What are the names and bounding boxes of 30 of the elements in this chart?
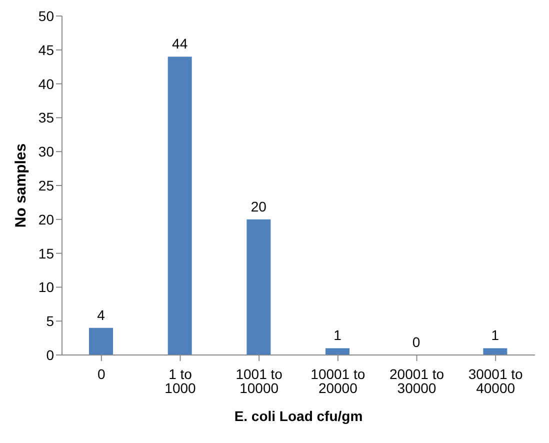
y-tick-label: 5 — [46, 313, 54, 330]
x-tick-label: 1001 to 10000 — [236, 366, 283, 396]
bar — [89, 328, 113, 355]
y-tick-label: 50 — [38, 8, 54, 24]
y-tick-label: 25 — [38, 177, 54, 194]
data-label: 4 — [97, 306, 106, 323]
y-tick-label: 45 — [38, 42, 54, 58]
y-tick-label: 20 — [38, 211, 54, 228]
bar — [246, 219, 271, 355]
x-tick-label: 1 to 1000 — [164, 366, 196, 396]
data-label: 44 — [172, 36, 188, 52]
x-tick-label: 30001 to 40000 — [468, 366, 524, 396]
data-label: 20 — [250, 198, 267, 214]
x-axis-title: E. coli Load cfu/gm — [234, 408, 363, 424]
bar — [168, 56, 192, 355]
y-tick-label: 15 — [38, 245, 54, 262]
bar — [483, 348, 508, 355]
x-tick-label: 10001 to 20000 — [310, 366, 366, 396]
x-tick-label: 0 — [98, 366, 106, 382]
y-tick-label: 10 — [38, 279, 54, 296]
data-label: 0 — [412, 334, 420, 350]
bar — [326, 348, 350, 355]
y-tick-label: 0 — [46, 346, 54, 363]
y-tick-label: 40 — [38, 76, 54, 92]
y-tick-label: 35 — [38, 110, 54, 126]
data-label: 1 — [491, 327, 500, 344]
y-axis-title: No samples — [12, 143, 30, 228]
data-label: 1 — [334, 327, 342, 344]
y-tick-label: 30 — [38, 144, 54, 160]
x-tick-label: 20001 to 30000 — [390, 366, 444, 396]
